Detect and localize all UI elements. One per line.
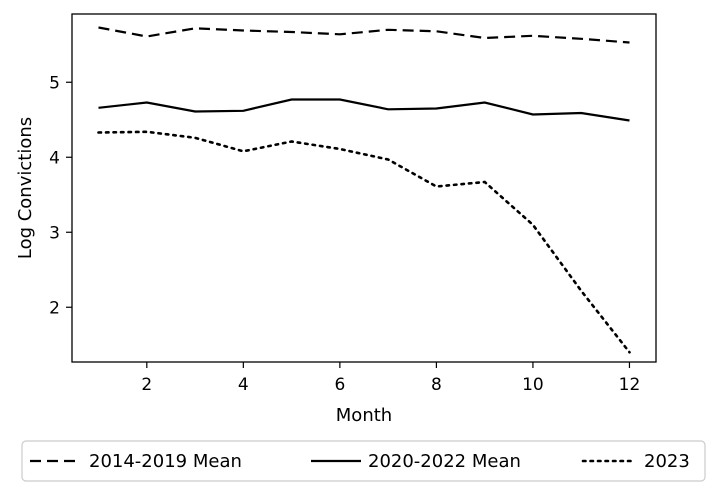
legend-box (21, 440, 706, 482)
legend-label-2: 2020-2022 Mean (368, 451, 521, 472)
y-axis: 2 3 4 5 (49, 73, 72, 318)
y-tick-label: 3 (49, 223, 60, 243)
plot-frame (71, 13, 657, 363)
x-axis-label: Month (336, 405, 392, 426)
series-line-3 (97, 130, 631, 354)
x-tick-label: 6 (334, 375, 345, 395)
legend: 2014-2019 Mean 2020-2022 Mean 2023 (21, 440, 706, 482)
x-tick-label: 4 (238, 375, 249, 395)
legend-label-3: 2023 (644, 451, 690, 472)
series-line-1 (98, 26, 630, 44)
legend-label-1: 2014-2019 Mean (89, 451, 242, 472)
x-tick-label: 2 (141, 375, 152, 395)
y-tick-label: 2 (49, 298, 60, 318)
y-tick-label: 4 (49, 148, 60, 168)
x-tick-label: 12 (619, 375, 641, 395)
y-tick-label: 5 (49, 73, 60, 93)
plot-lines (97, 26, 631, 354)
x-axis: 2 4 6 8 10 12 (141, 362, 640, 395)
x-tick-label: 8 (431, 375, 442, 395)
series-line-2 (98, 98, 630, 122)
y-axis-label: Log Convictions (15, 117, 36, 259)
x-tick-label: 10 (522, 375, 544, 395)
